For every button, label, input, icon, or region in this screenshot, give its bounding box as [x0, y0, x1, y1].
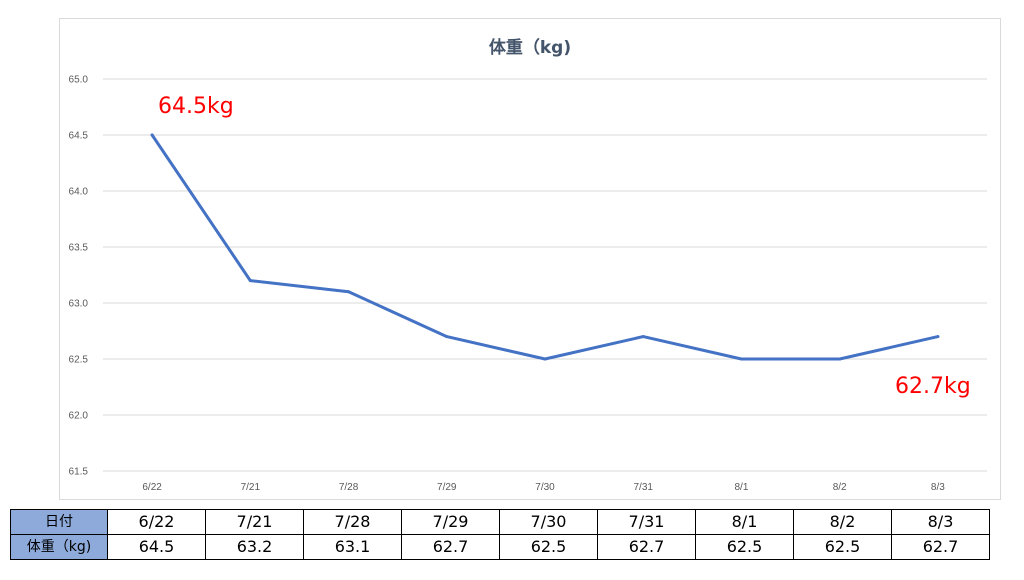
y-tick-label: 61.5 — [69, 467, 89, 478]
annotation-start-weight: 64.5kg — [158, 94, 234, 119]
x-tick-label: 7/31 — [633, 482, 653, 493]
x-tick-label: 7/28 — [339, 482, 359, 493]
y-tick-label: 63.0 — [69, 299, 89, 310]
y-tick-label: 63.5 — [69, 243, 89, 254]
data-point — [543, 357, 547, 361]
y-tick-label: 62.5 — [69, 355, 89, 366]
grid-lines — [103, 78, 987, 472]
y-tick-label: 64.5 — [69, 131, 89, 142]
data-point — [838, 357, 842, 361]
weight-row-header: 体重（kg) — [10, 534, 108, 560]
date-cell: 7/29 — [401, 509, 500, 535]
date-cell: 6/22 — [107, 509, 206, 535]
weight-cell: 62.5 — [695, 534, 794, 560]
y-axis-ticks: 61.5 62.0 62.5 63.0 63.5 64.0 64.5 65.0 — [69, 75, 89, 478]
chart-title: 体重（kg) — [489, 37, 571, 58]
weight-line-chart: 体重（kg) 61.562.062.563.063.564.064.565.0 … — [69, 37, 987, 493]
date-cell: 7/30 — [499, 509, 598, 535]
date-cell: 7/31 — [597, 509, 696, 535]
chart-frame — [59, 18, 1001, 500]
date-cell: 8/3 — [891, 509, 990, 535]
data-point — [445, 335, 449, 339]
data-table: 日付 6/22 7/21 7/28 7/29 7/30 7/31 8/1 8/2… — [10, 509, 990, 560]
weight-cell: 62.7 — [597, 534, 696, 560]
data-point — [150, 133, 154, 137]
series-layer — [150, 133, 940, 361]
x-tick-label: 8/1 — [734, 482, 748, 493]
weight-cell: 62.5 — [499, 534, 598, 560]
data-point — [248, 279, 252, 283]
date-cell: 8/2 — [793, 509, 892, 535]
date-row: 日付 6/22 7/21 7/28 7/29 7/30 7/31 8/1 8/2… — [10, 509, 990, 535]
x-tick-label: 6/22 — [142, 482, 162, 493]
data-point — [347, 290, 351, 294]
x-tick-label: 7/29 — [437, 482, 457, 493]
x-tick-label: 8/3 — [931, 482, 945, 493]
date-cell: 7/28 — [303, 509, 402, 535]
data-point — [739, 357, 743, 361]
weight-cell: 63.1 — [303, 534, 402, 560]
date-cell: 8/1 — [695, 509, 794, 535]
y-tick-label: 64.0 — [69, 187, 89, 198]
data-point — [936, 335, 940, 339]
weight-cell: 62.7 — [401, 534, 500, 560]
weight-row: 体重（kg) 64.5 63.2 63.1 62.7 62.5 62.7 62.… — [10, 534, 990, 560]
x-tick-label: 7/30 — [535, 482, 555, 493]
data-point — [641, 335, 645, 339]
weight-cell: 63.2 — [205, 534, 304, 560]
weight-cell: 64.5 — [107, 534, 206, 560]
x-axis-ticks: 6/22 7/21 7/28 7/29 7/30 7/31 8/1 8/2 8/3 — [142, 482, 945, 493]
weight-cell: 62.5 — [793, 534, 892, 560]
annotation-end-weight: 62.7kg — [895, 374, 971, 399]
x-tick-label: 8/2 — [833, 482, 847, 493]
y-tick-label: 65.0 — [69, 75, 89, 86]
weight-cell: 62.7 — [891, 534, 990, 560]
date-cell: 7/21 — [205, 509, 304, 535]
date-row-header: 日付 — [10, 509, 108, 535]
y-tick-label: 62.0 — [69, 411, 89, 422]
x-tick-label: 7/21 — [241, 482, 261, 493]
